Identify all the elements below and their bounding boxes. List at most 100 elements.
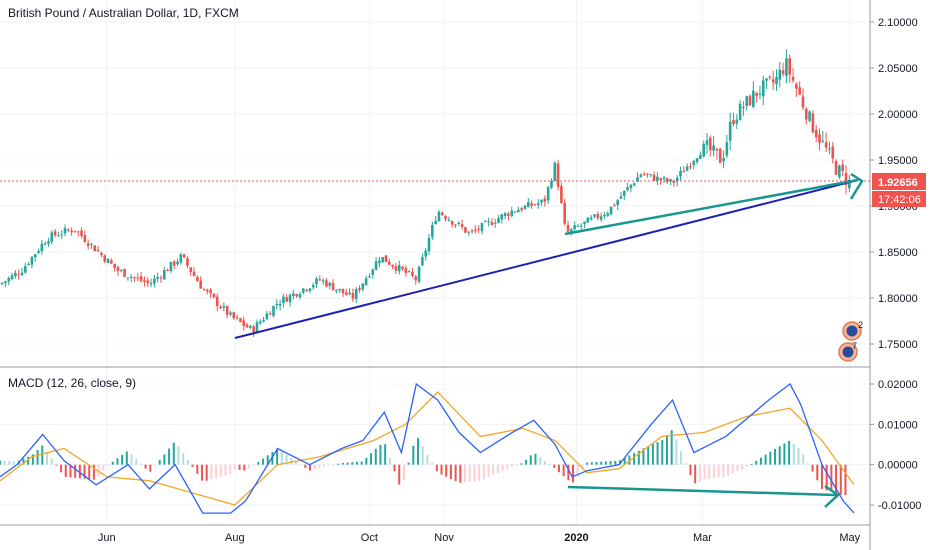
candle-body	[622, 190, 626, 196]
price-tick-label: 2.00000	[878, 109, 918, 121]
histogram-bar	[3, 460, 6, 465]
candle-body	[669, 179, 672, 182]
histogram-bar	[820, 464, 823, 489]
candle-body	[695, 158, 699, 163]
candle-body	[798, 87, 801, 95]
histogram-bar	[8, 461, 11, 465]
price-tick-label: 1.85000	[878, 247, 918, 259]
candle-body	[712, 145, 715, 151]
candle-body	[23, 266, 27, 273]
candle-body	[239, 318, 242, 322]
histogram-bar	[398, 464, 401, 485]
histogram-bar	[92, 464, 95, 480]
candle-body	[434, 220, 437, 225]
candle-body	[821, 140, 825, 142]
candle-body	[348, 292, 351, 295]
candle-body	[848, 179, 851, 189]
candle-body	[649, 174, 653, 176]
histogram-bar	[581, 464, 584, 470]
chart-title: British Pound / Australian Dollar, 1D, F…	[8, 6, 239, 20]
candle-body	[209, 289, 212, 294]
candle-body	[83, 235, 87, 242]
histogram-bar	[252, 464, 255, 466]
histogram-bar	[186, 459, 189, 465]
candle-body	[778, 69, 782, 80]
candle-body	[136, 277, 140, 279]
trend-line-blue[interactable]	[234, 179, 859, 339]
histogram-bar	[595, 462, 598, 465]
histogram-bar	[27, 456, 30, 465]
time-tick-label: Jun	[98, 532, 116, 544]
histogram-bar	[388, 457, 391, 465]
candle-body	[636, 177, 639, 182]
macd-divergence-line[interactable]	[567, 485, 837, 497]
histogram-bar	[290, 457, 293, 465]
histogram-bar	[318, 464, 321, 468]
histogram-bar	[637, 450, 640, 465]
histogram-bar	[144, 464, 147, 469]
candle-body	[742, 106, 745, 108]
candle-body	[371, 269, 375, 275]
histogram-bar	[482, 464, 485, 480]
histogram-bar	[149, 464, 152, 472]
trend-line-teal[interactable]	[564, 178, 859, 236]
candle-body	[176, 261, 179, 265]
candle-body	[37, 250, 40, 253]
histogram-bar	[529, 455, 532, 465]
histogram-bar	[764, 454, 767, 465]
macd-tick-label: 0.00000	[878, 460, 918, 472]
candle-body	[507, 213, 510, 216]
candle-body	[629, 184, 633, 189]
signal-line	[0, 391, 855, 506]
candle-body	[338, 288, 341, 291]
candle-body	[483, 221, 487, 223]
candle-body	[431, 225, 434, 238]
histogram-bar	[323, 464, 326, 467]
histogram-bar	[384, 444, 387, 465]
histogram-bar	[604, 461, 607, 465]
candle-body	[599, 216, 603, 220]
histogram-bar	[750, 463, 753, 465]
candle-body	[808, 111, 811, 121]
candle-body	[288, 294, 292, 303]
candle-body	[292, 293, 295, 296]
histogram-bar	[435, 464, 438, 472]
candle-body	[232, 312, 236, 319]
candle-body	[20, 272, 24, 275]
histogram-bar	[172, 442, 175, 465]
candle-body	[576, 226, 580, 228]
histogram-bar	[205, 464, 208, 481]
candle-body	[149, 283, 153, 285]
histogram-bar	[125, 451, 128, 465]
histogram-bar	[229, 464, 232, 475]
candle-body	[189, 267, 193, 273]
event-badge-1[interactable]: 2	[842, 320, 863, 341]
candle-body	[47, 241, 50, 244]
candle-body	[546, 187, 550, 201]
candle-body	[646, 173, 649, 175]
candle-body	[215, 296, 219, 307]
candle-body	[609, 206, 613, 215]
candle-body	[811, 113, 815, 133]
candle-body	[589, 217, 593, 220]
histogram-bar	[576, 464, 579, 476]
histogram-bar	[337, 463, 340, 465]
histogram-bar	[22, 458, 25, 465]
histogram-bar	[168, 448, 171, 465]
candle-body	[527, 202, 530, 208]
histogram-bar	[665, 435, 668, 465]
candle-body	[583, 221, 586, 224]
candle-body	[464, 227, 467, 233]
candle-body	[7, 277, 11, 282]
candle-body	[394, 266, 398, 271]
price-tick-label: 2.05000	[878, 63, 918, 75]
candle-body	[404, 268, 408, 273]
candle-body	[656, 176, 659, 181]
candle-body	[785, 58, 788, 76]
candle-body	[378, 260, 381, 263]
event-badge-2[interactable]: 7	[838, 341, 858, 362]
candle-body	[417, 266, 421, 282]
candle-body	[570, 228, 573, 232]
histogram-bar	[360, 461, 363, 465]
candle-body	[391, 264, 394, 267]
